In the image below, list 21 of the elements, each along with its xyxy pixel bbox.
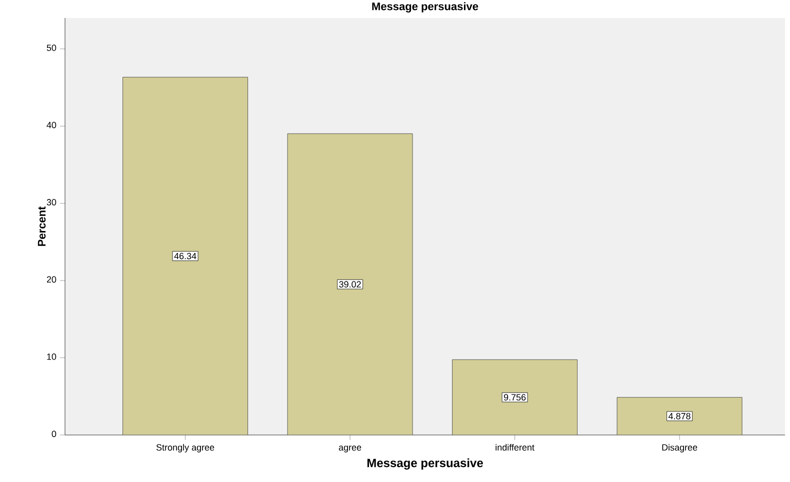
data-label: 39.02 (339, 281, 361, 288)
data-label: 4.878 (668, 412, 690, 420)
chart-title: Message persuasive (372, 2, 478, 12)
data-label: 46.34 (174, 252, 196, 260)
x-tick-label: Disagree (662, 444, 698, 452)
y-tick-label: 0 (52, 430, 56, 438)
y-axis-title: Percent (38, 206, 46, 246)
x-axis-title: Message persuasive (367, 458, 483, 470)
data-label: 9.756 (504, 394, 526, 401)
bar (452, 359, 578, 435)
x-tick-label: Strongly agree (156, 444, 214, 452)
y-tick-label: 40 (46, 122, 56, 128)
y-tick-label: 20 (46, 276, 56, 283)
y-tick-label: 30 (46, 199, 56, 206)
y-tick-label: 50 (46, 44, 56, 51)
x-tick-label: indifferent (496, 444, 534, 451)
bar (287, 133, 413, 435)
bar (122, 76, 248, 435)
x-tick-label: agree (338, 446, 362, 452)
bar (616, 397, 742, 435)
y-tick-label: 10 (47, 353, 56, 360)
